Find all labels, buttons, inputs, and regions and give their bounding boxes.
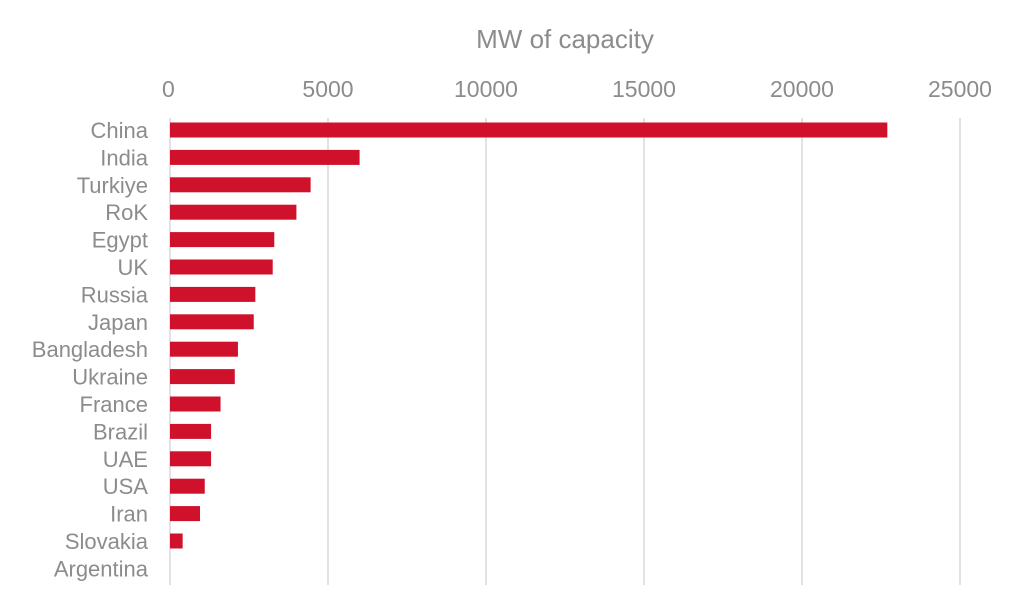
bar-usa xyxy=(170,478,205,494)
x-tick-label: 20000 xyxy=(770,76,834,102)
x-tick-label: 0 xyxy=(162,76,175,102)
category-label-brazil: Brazil xyxy=(93,419,148,444)
bars xyxy=(170,122,888,549)
bar-france xyxy=(170,396,221,412)
bar-iran xyxy=(170,506,201,522)
bar-bangladesh xyxy=(170,341,238,357)
x-tick-label: 25000 xyxy=(928,76,992,102)
x-tick-label: 10000 xyxy=(454,76,518,102)
x-axis-ticks: 0 5000 10000 15000 20000 25000 xyxy=(162,76,992,102)
category-label-rok: RoK xyxy=(105,200,148,225)
bar-india xyxy=(170,149,360,165)
category-label-egypt: Egypt xyxy=(92,228,148,253)
bar-china xyxy=(170,122,888,138)
x-tick-label: 5000 xyxy=(302,76,353,102)
category-label-france: France xyxy=(80,392,148,417)
category-label-uae: UAE xyxy=(103,447,148,472)
bar-brazil xyxy=(170,423,212,439)
category-label-russia: Russia xyxy=(81,282,149,307)
category-label-iran: Iran xyxy=(110,502,148,527)
category-label-japan: Japan xyxy=(88,310,148,335)
bar-egypt xyxy=(170,232,275,248)
category-label-india: India xyxy=(100,145,148,170)
category-label-turkiye: Turkiye xyxy=(77,173,148,198)
category-label-argentina: Argentina xyxy=(54,556,149,581)
x-axis-title: MW of capacity xyxy=(476,24,654,54)
x-tick-label: 15000 xyxy=(612,76,676,102)
bar-turkiye xyxy=(170,177,311,193)
category-label-slovakia: Slovakia xyxy=(65,529,149,554)
category-label-usa: USA xyxy=(103,474,149,499)
bar-uae xyxy=(170,451,212,467)
bar-slovakia xyxy=(170,533,183,549)
category-label-ukraine: Ukraine xyxy=(72,365,148,390)
bar-japan xyxy=(170,314,254,330)
bar-russia xyxy=(170,286,256,302)
category-label-uk: UK xyxy=(117,255,148,280)
bar-rok xyxy=(170,204,297,220)
bar-uk xyxy=(170,259,273,275)
bar-ukraine xyxy=(170,369,235,385)
category-label-bangladesh: Bangladesh xyxy=(32,337,148,362)
category-label-china: China xyxy=(91,118,149,143)
